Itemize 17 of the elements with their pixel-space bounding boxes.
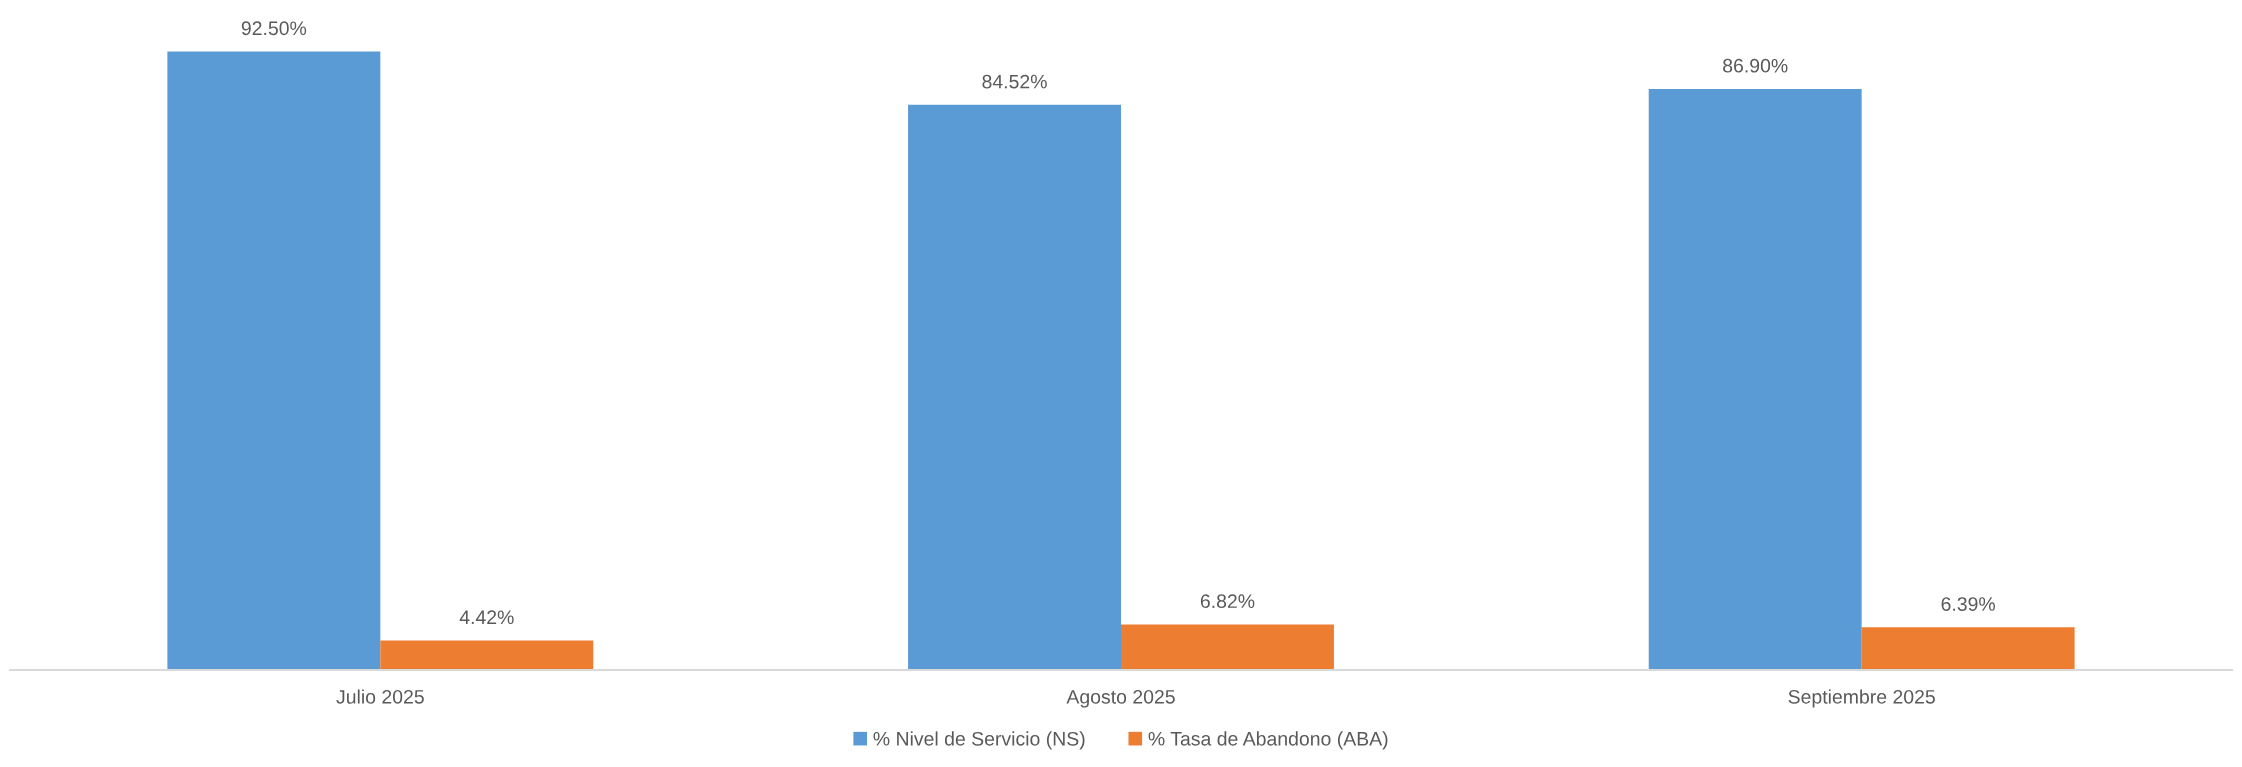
- bar: [1121, 624, 1334, 670]
- data-label: 86.90%: [1723, 58, 1788, 73]
- bar: [1648, 88, 1862, 670]
- bar: [167, 51, 381, 670]
- data-label: 92.50%: [241, 21, 307, 36]
- data-label: 6.39%: [1941, 597, 1996, 611]
- data-label: 84.52%: [982, 74, 1047, 89]
- bar: [1861, 627, 2075, 670]
- x-tick-label: Septiembre 2025: [1788, 689, 1935, 708]
- bar: [380, 640, 594, 670]
- data-label: 4.42%: [459, 610, 514, 625]
- bar: [908, 104, 1121, 670]
- x-tick-label: Agosto 2025: [1066, 689, 1175, 708]
- legend-label: % Nivel de Servicio (NS): [873, 731, 1085, 750]
- x-tick-label: Julio 2025: [336, 689, 424, 704]
- data-label: 6.82%: [1200, 594, 1255, 609]
- legend-label: % Tasa de Abandono (ABA): [1148, 731, 1388, 750]
